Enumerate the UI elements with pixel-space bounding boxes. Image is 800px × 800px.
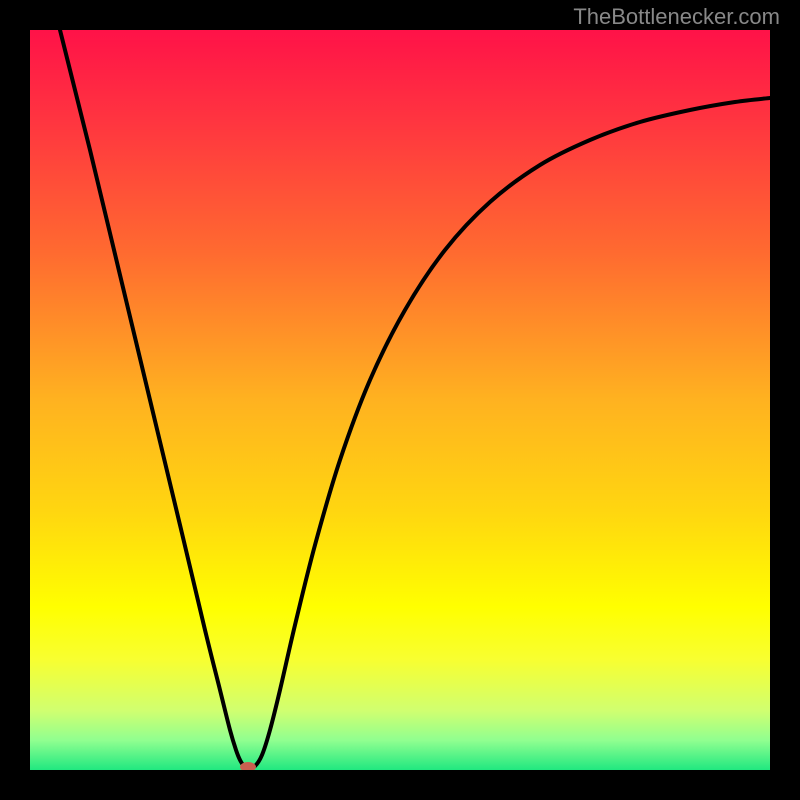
watermark-text: TheBottlenecker.com <box>573 4 780 30</box>
chart-container: TheBottlenecker.com <box>0 0 800 800</box>
gradient-background <box>30 30 770 770</box>
chart-svg <box>30 30 770 770</box>
plot-area <box>30 30 770 770</box>
